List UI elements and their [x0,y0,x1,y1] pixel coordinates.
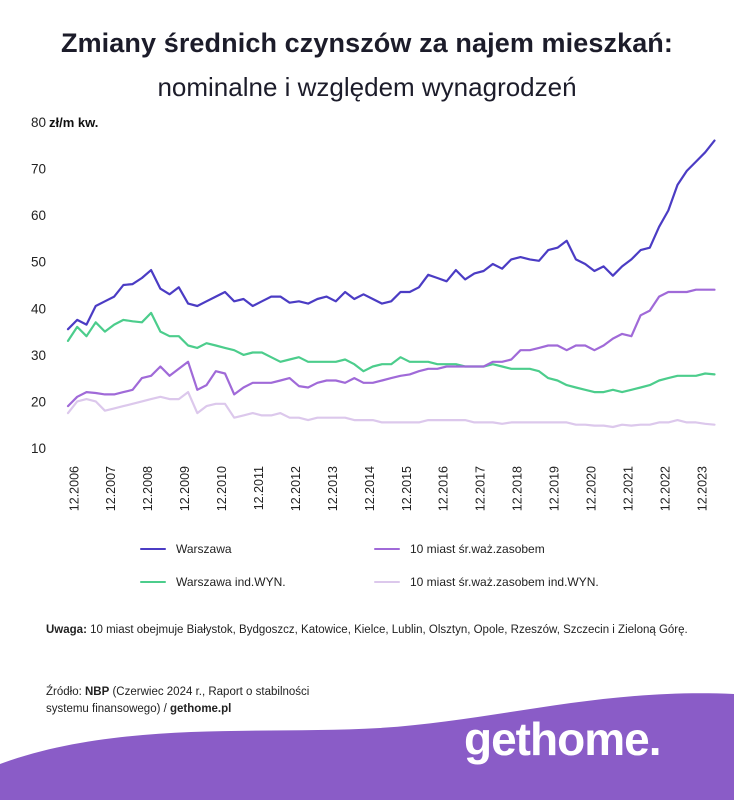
line-chart: 10 20 30 40 50 60 70 80 zł/m kw. 12.2006 12.2007 12… [31,115,716,511]
y-tick-label: 40 [31,301,46,316]
y-tick-label: 50 [31,255,46,270]
y-tick-label: 70 [31,162,46,177]
series-line-miast10 [66,288,716,408]
source-nbp: NBP [85,686,110,698]
x-tick-label: 12.2008 [141,466,155,511]
series-line-warszawa_wyn [66,311,716,394]
chart-subtitle: nominalne i względem wynagrodzeń [157,72,577,102]
y-tick-label: 20 [31,394,46,409]
note-text: 10 miast obejmuje Białystok, Bydgoszcz, … [86,624,688,636]
x-tick-label: 12.2012 [289,466,303,511]
source-site: gethome.pl [170,703,232,715]
x-tick-label: 12.2015 [400,466,414,511]
series-line-warszawa [66,139,716,331]
gethome-logo: gethome. [464,712,662,766]
x-tick-label: 12.2011 [252,466,266,510]
source-line2: systemu finansowego) / [46,703,171,715]
x-tick-label: 12.2007 [104,466,118,511]
x-tick-label: 12.2020 [584,466,598,511]
x-tick-label: 12.2017 [474,466,488,511]
x-tick-label: 12.2014 [363,466,377,511]
series-line-miast10_wyn [66,391,716,429]
x-tick-label: 12.2019 [548,466,562,511]
y-tick-label: 10 [31,441,46,456]
x-tick-label: 12.2022 [658,466,672,511]
source-text: Źródło: NBP (Czerwiec 2024 r., Raport o … [46,684,366,718]
y-axis-label: zł/m kw. [49,115,98,130]
source-label: Źródło: [46,686,82,698]
x-tick-label: 12.2023 [695,466,709,511]
x-tick-label: 12.2006 [67,466,81,511]
note-label: Uwaga: [46,624,87,636]
x-tick-label: 12.2009 [178,466,192,511]
source-line1: (Czerwiec 2024 r., Raport o stabilności [109,686,310,698]
logo-text: gethome [464,713,650,765]
y-tick-label: 80 [31,115,46,130]
footer-wave [0,693,734,800]
x-tick-label: 12.2016 [437,466,451,511]
x-tick-label: 12.2021 [621,466,635,511]
logo-dot: . [648,713,662,765]
y-tick-label: 30 [31,348,46,363]
chart-title: Zmiany średnich czynszów za najem mieszk… [60,28,673,58]
y-tick-label: 60 [31,208,46,223]
x-tick-label: 12.2018 [511,466,525,511]
x-tick-label: 12.2010 [215,466,229,511]
chart-note: Uwaga: 10 miast obejmuje Białystok, Bydg… [46,624,688,636]
x-tick-label: 12.2013 [326,466,340,511]
